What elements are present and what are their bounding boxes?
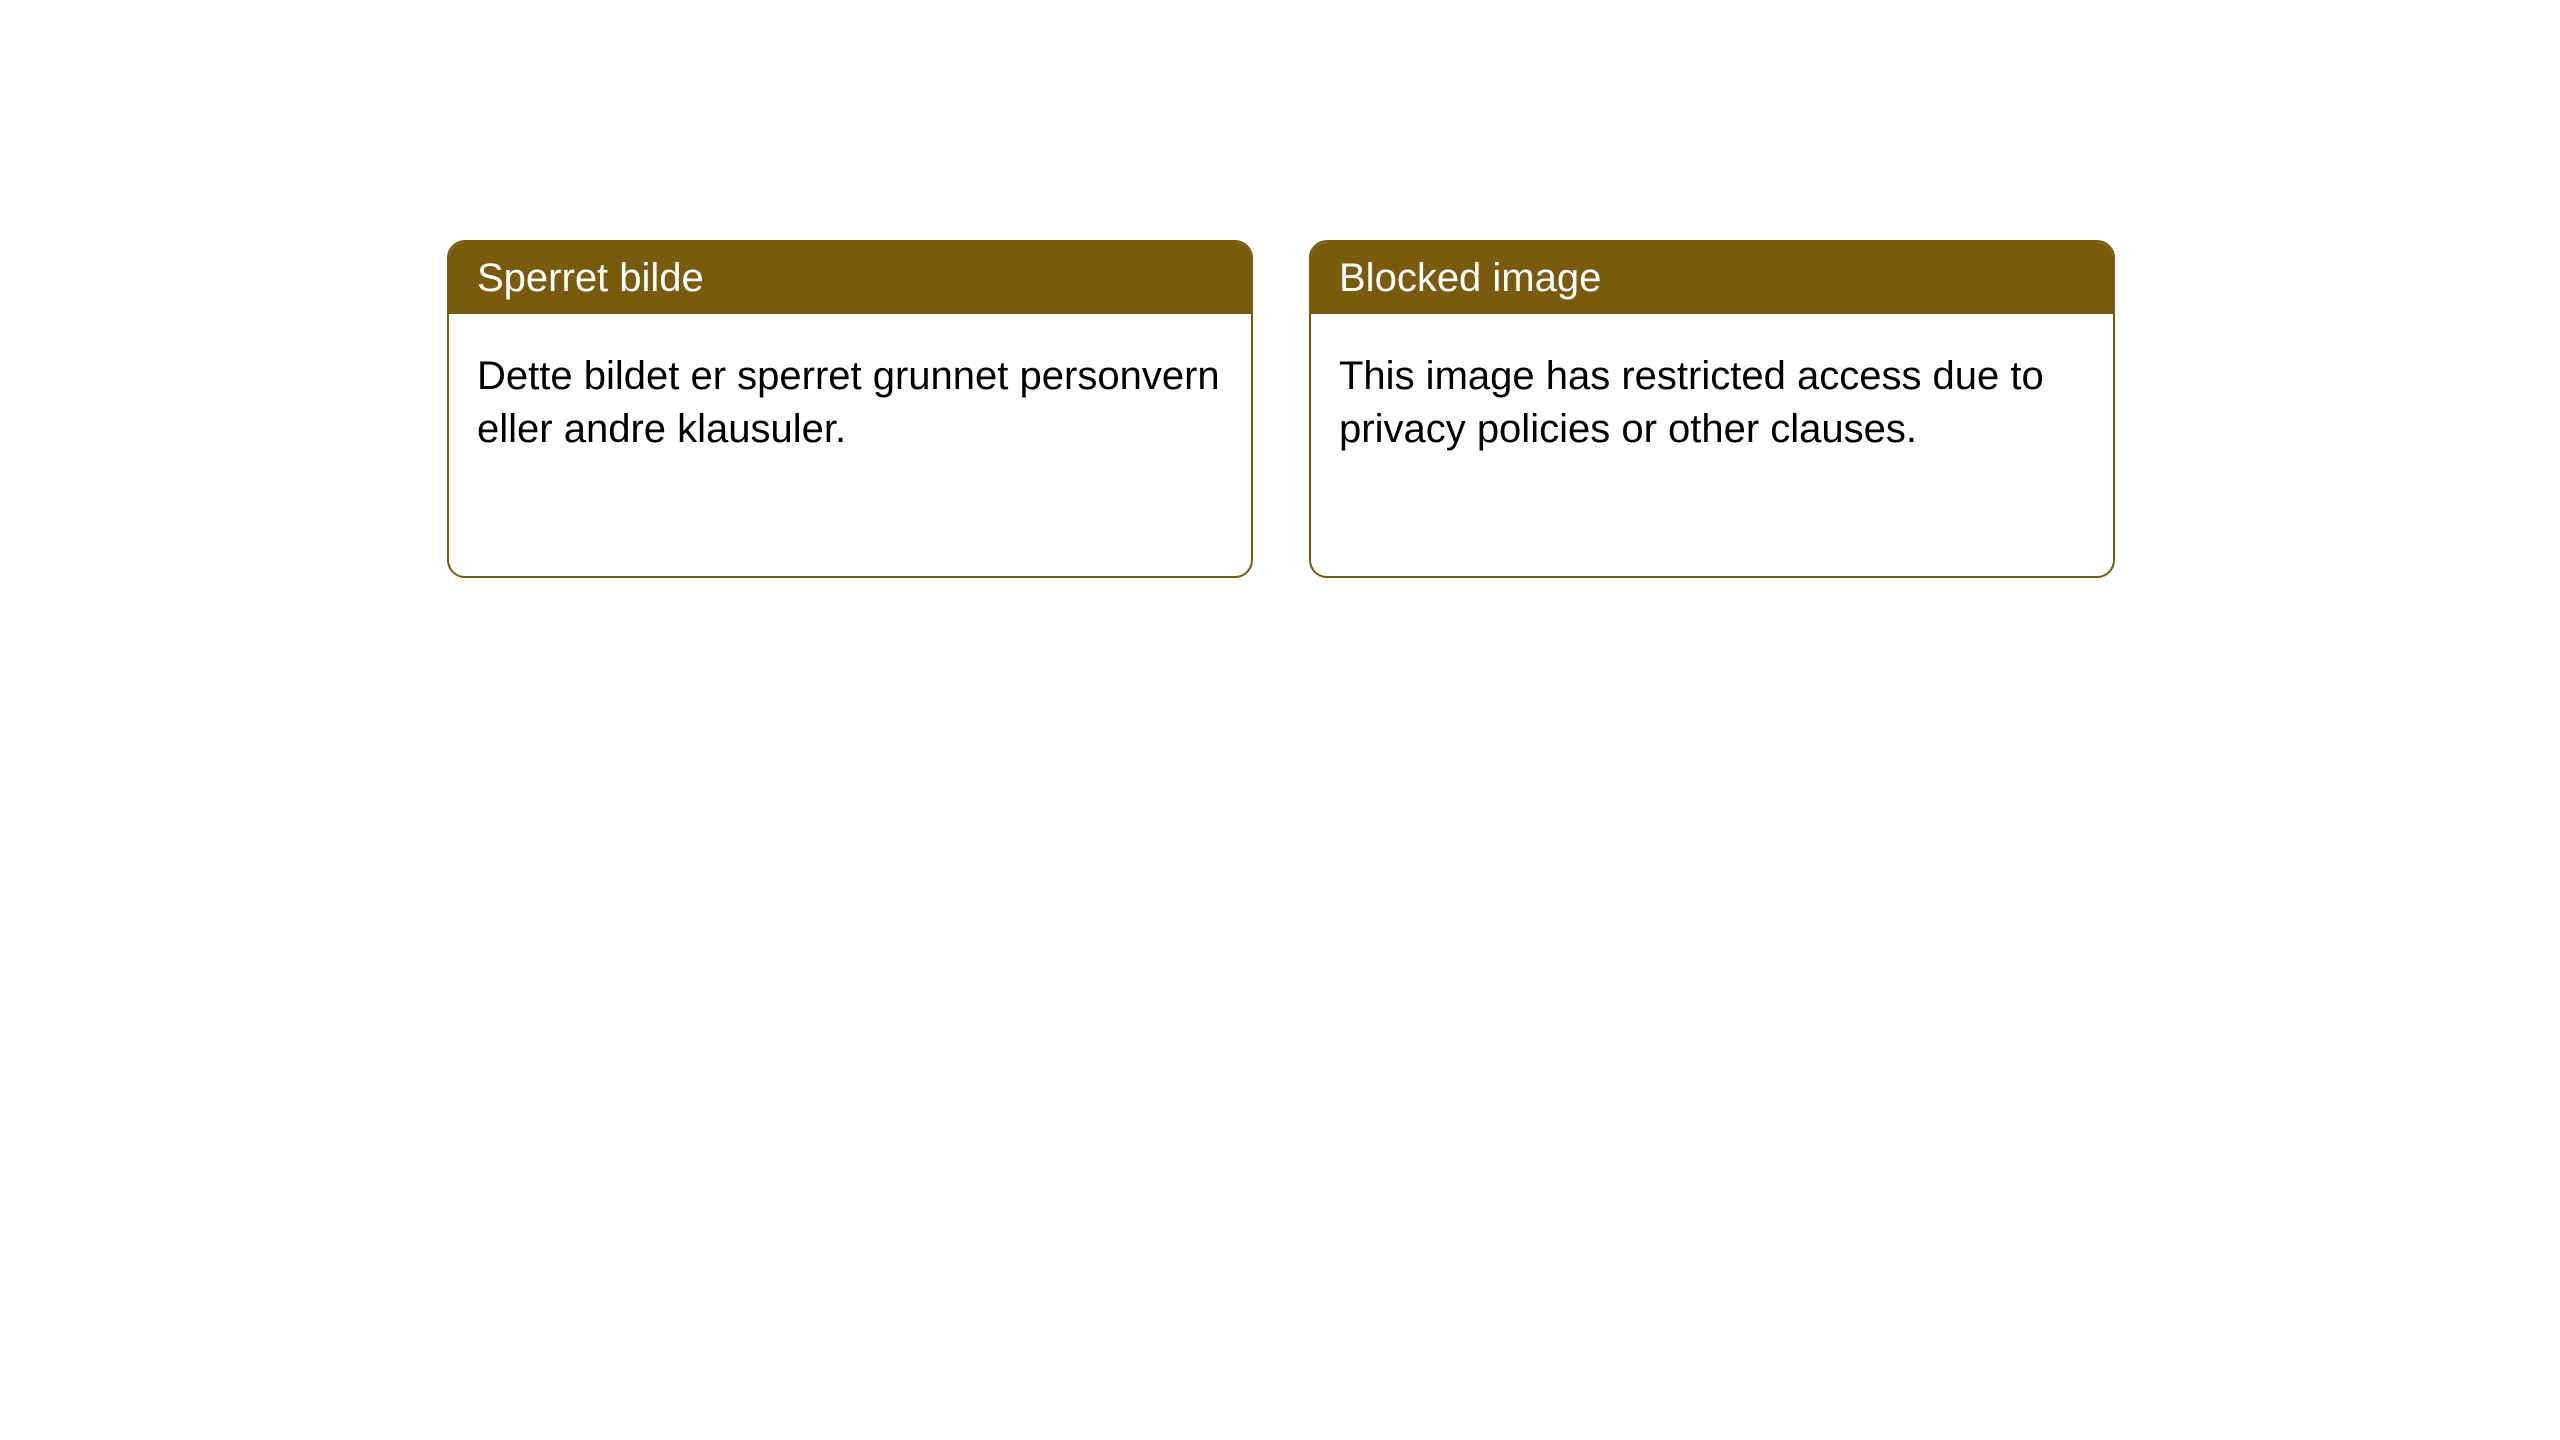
notice-container: Sperret bilde Dette bildet er sperret gr…: [447, 240, 2115, 578]
notice-header-norwegian: Sperret bilde: [449, 242, 1251, 314]
notice-box-english: Blocked image This image has restricted …: [1309, 240, 2115, 578]
notice-body-english: This image has restricted access due to …: [1311, 314, 2113, 492]
notice-header-english: Blocked image: [1311, 242, 2113, 314]
notice-box-norwegian: Sperret bilde Dette bildet er sperret gr…: [447, 240, 1253, 578]
notice-body-norwegian: Dette bildet er sperret grunnet personve…: [449, 314, 1251, 492]
